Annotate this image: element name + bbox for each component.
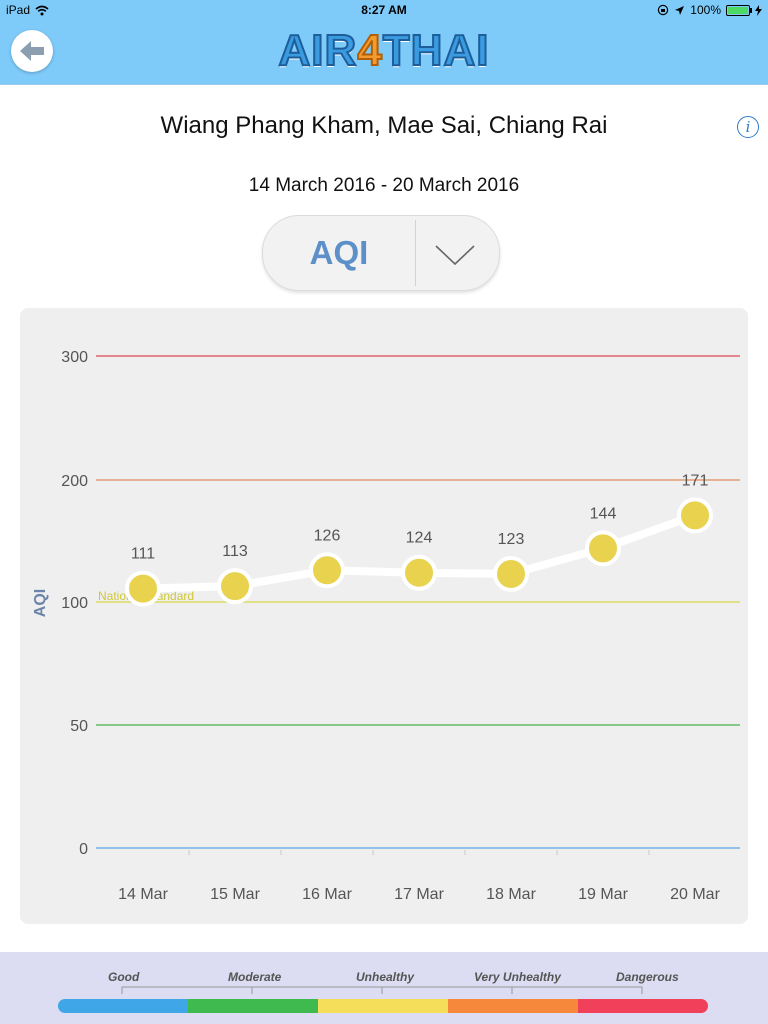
status-right: 100%	[657, 3, 762, 17]
legend-label-dangerous: Dangerous	[616, 970, 679, 984]
station-location: Wiang Phang Kham, Mae Sai, Chiang Rai	[160, 112, 608, 139]
data-point[interactable]	[309, 552, 345, 589]
data-label: 171	[682, 472, 709, 489]
dropdown-divider	[415, 220, 416, 286]
aqi-chart: National Standard 0 50 100 200 300 14 Mar 15 …	[20, 308, 748, 924]
y-tick-label: 100	[61, 595, 88, 612]
data-label: 123	[498, 531, 525, 548]
parameter-dropdown[interactable]: AQI	[262, 215, 500, 291]
y-tick-label: 300	[61, 349, 88, 366]
status-time: 8:27 AM	[361, 3, 407, 17]
y-tick-label: 50	[70, 718, 88, 735]
x-tick-label: 20 Mar	[670, 886, 720, 903]
date-range: 14 March 2016 - 20 March 2016	[248, 175, 520, 196]
legend-label-very-unhealthy: Very Unhealthy	[474, 970, 561, 984]
x-tick-label: 19 Mar	[578, 886, 628, 903]
chevron-down-icon[interactable]	[433, 238, 477, 268]
battery-percent: 100%	[690, 3, 721, 17]
y-tick-label: 200	[61, 473, 88, 490]
device-name: iPad	[6, 3, 31, 17]
info-icon[interactable]: i	[737, 116, 759, 138]
legend-color-segment	[58, 999, 188, 1013]
legend-bracket	[121, 986, 643, 994]
x-tick-label: 17 Mar	[394, 886, 444, 903]
legend-color-segment	[318, 999, 448, 1013]
y-tick-label: 0	[79, 841, 88, 858]
data-point[interactable]	[401, 554, 437, 591]
data-label: 126	[314, 527, 341, 544]
nav-bar: AIR4THAI	[0, 20, 768, 85]
data-label: 113	[222, 543, 248, 560]
x-tick-label: 14 Mar	[118, 886, 168, 903]
data-point[interactable]	[677, 497, 713, 534]
y-axis-label: AQI	[32, 589, 49, 617]
legend-label-moderate: Moderate	[228, 970, 282, 984]
x-tick-label: 18 Mar	[486, 886, 536, 903]
aqi-legend: Good Moderate Unhealthy Very Unhealthy D…	[0, 952, 768, 1024]
legend-color-segment	[448, 999, 578, 1013]
data-point[interactable]	[493, 555, 529, 592]
battery-icon	[726, 4, 752, 16]
data-label: 111	[131, 546, 155, 563]
charging-icon	[755, 4, 762, 16]
legend-label-unhealthy: Unhealthy	[356, 970, 415, 984]
legend-color-segment	[188, 999, 318, 1013]
logo-text-thai: THAI	[382, 25, 490, 76]
wifi-icon	[35, 5, 49, 15]
app-logo: AIR4THAI	[0, 25, 768, 76]
data-label: 124	[406, 530, 433, 547]
battery-fill	[728, 6, 748, 14]
orientation-lock-icon	[658, 4, 669, 16]
x-tick-label: 16 Mar	[302, 886, 352, 903]
data-point[interactable]	[217, 568, 253, 605]
logo-text-4: 4	[356, 25, 383, 76]
legend-color-bar	[58, 999, 708, 1013]
x-tick-label: 15 Mar	[210, 886, 260, 903]
data-point[interactable]	[125, 570, 161, 607]
status-left: iPad	[6, 3, 49, 17]
legend-color-segment	[578, 999, 708, 1013]
data-point[interactable]	[585, 530, 621, 567]
arrow-left-icon	[20, 41, 44, 61]
parameter-value: AQI	[309, 234, 369, 271]
data-label: 144	[590, 505, 617, 522]
logo-text-air: AIR	[278, 25, 358, 76]
location-arrow-icon	[675, 5, 685, 15]
back-button[interactable]	[11, 30, 53, 72]
legend-label-good: Good	[108, 970, 140, 984]
status-bar: iPad 8:27 AM 100%	[0, 0, 768, 20]
